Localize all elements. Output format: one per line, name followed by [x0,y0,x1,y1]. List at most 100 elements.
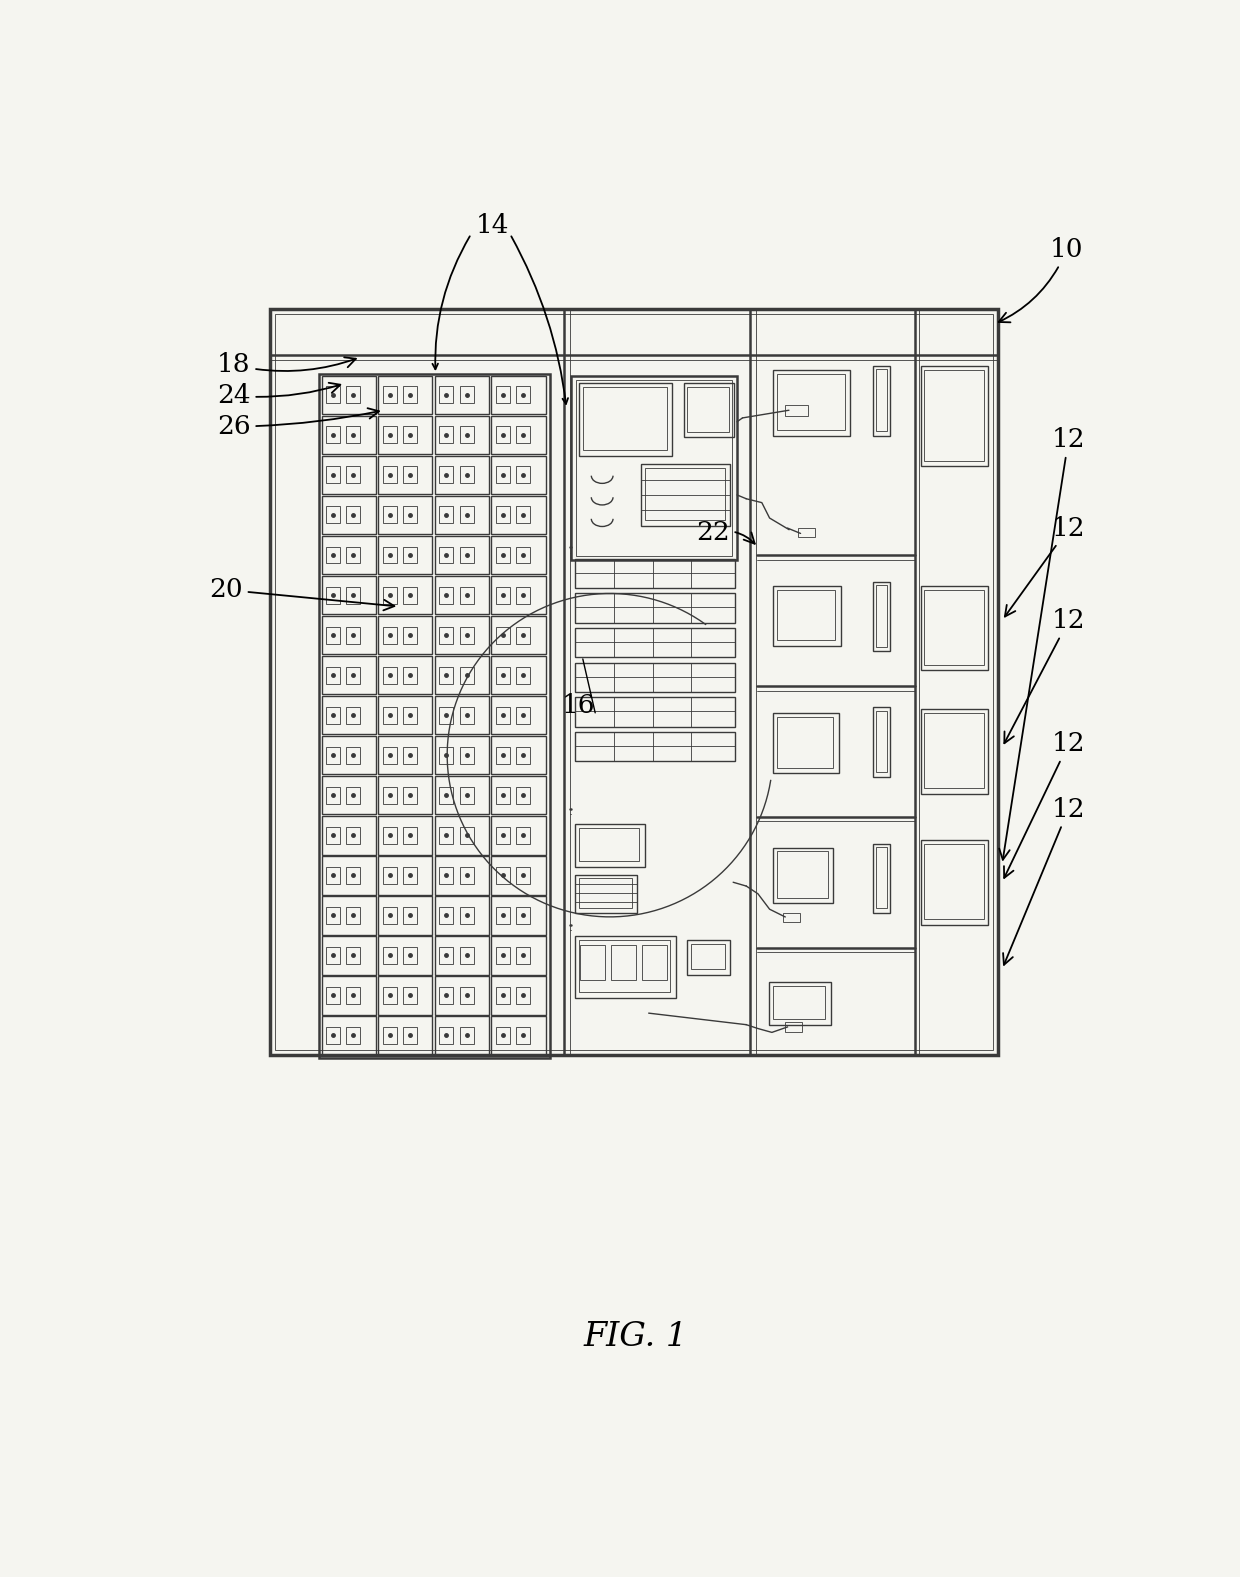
Bar [460,587,474,604]
Bar [326,826,340,844]
Bar [378,896,433,935]
Bar [496,706,510,724]
Bar [516,587,531,604]
Text: 24: 24 [217,383,340,408]
Bar [924,844,985,919]
Bar [692,945,724,970]
Bar [321,976,376,1014]
Bar [326,787,340,804]
Bar [920,710,988,793]
Bar [383,587,397,604]
Text: 18: 18 [217,353,356,377]
Bar [516,706,531,724]
Bar [611,945,636,979]
Bar [873,844,890,913]
Bar [346,907,361,924]
Bar [575,380,733,555]
Bar [378,617,433,654]
Bar [383,706,397,724]
Bar [496,587,510,604]
Bar [435,536,489,574]
Bar [496,467,510,484]
Text: 16: 16 [562,692,595,718]
Bar [326,946,340,964]
Bar [776,590,836,640]
Bar [383,747,397,763]
Bar [491,536,546,574]
Bar [875,711,887,773]
Bar [516,626,531,643]
Bar [641,464,730,525]
Bar [773,713,838,773]
Bar [346,587,361,604]
Bar [496,826,510,844]
Bar [496,946,510,964]
Bar [326,386,340,404]
Bar [776,852,828,897]
Text: 12: 12 [1004,732,1085,878]
Bar [321,656,376,694]
Bar [435,736,489,774]
Bar [378,776,433,814]
Bar [435,695,489,735]
Bar [435,856,489,894]
Bar [460,1027,474,1044]
Bar [645,468,724,520]
Bar [326,907,340,924]
Bar [575,628,734,658]
Bar [326,706,340,724]
Bar [687,940,730,975]
Bar [924,590,985,665]
Bar [496,867,510,883]
Bar [496,747,510,763]
Bar [378,656,433,694]
Bar [769,982,831,1025]
Bar [575,662,734,692]
Bar [516,467,531,484]
Bar [326,587,340,604]
Bar [378,736,433,774]
Bar [383,1027,397,1044]
Bar [383,426,397,443]
Bar [785,1022,802,1031]
Bar [496,547,510,563]
Bar [875,369,887,431]
Bar [491,375,546,415]
Text: 12: 12 [1003,796,1085,965]
Bar [439,506,454,524]
Bar [326,667,340,683]
Bar [435,656,489,694]
Bar [346,386,361,404]
Bar [383,946,397,964]
Bar [378,375,433,415]
Bar [516,506,531,524]
Bar [346,706,361,724]
Bar [435,456,489,494]
Bar [383,506,397,524]
Bar [403,706,417,724]
Bar [346,747,361,763]
Bar [491,856,546,894]
Bar [383,787,397,804]
Bar [516,787,531,804]
Bar [435,815,489,855]
Bar [346,667,361,683]
Bar [403,587,417,604]
Bar [516,1027,531,1044]
Bar [575,875,637,913]
Bar [516,987,531,1005]
Bar [516,426,531,443]
Text: 26: 26 [217,408,379,438]
Bar [321,375,376,415]
Bar [321,416,376,454]
Bar [383,826,397,844]
Bar [875,847,887,908]
Bar [460,547,474,563]
Bar [403,386,417,404]
Bar [491,976,546,1014]
Bar [346,467,361,484]
Bar [773,986,826,1019]
Bar [491,656,546,694]
Bar [460,826,474,844]
Bar [460,506,474,524]
